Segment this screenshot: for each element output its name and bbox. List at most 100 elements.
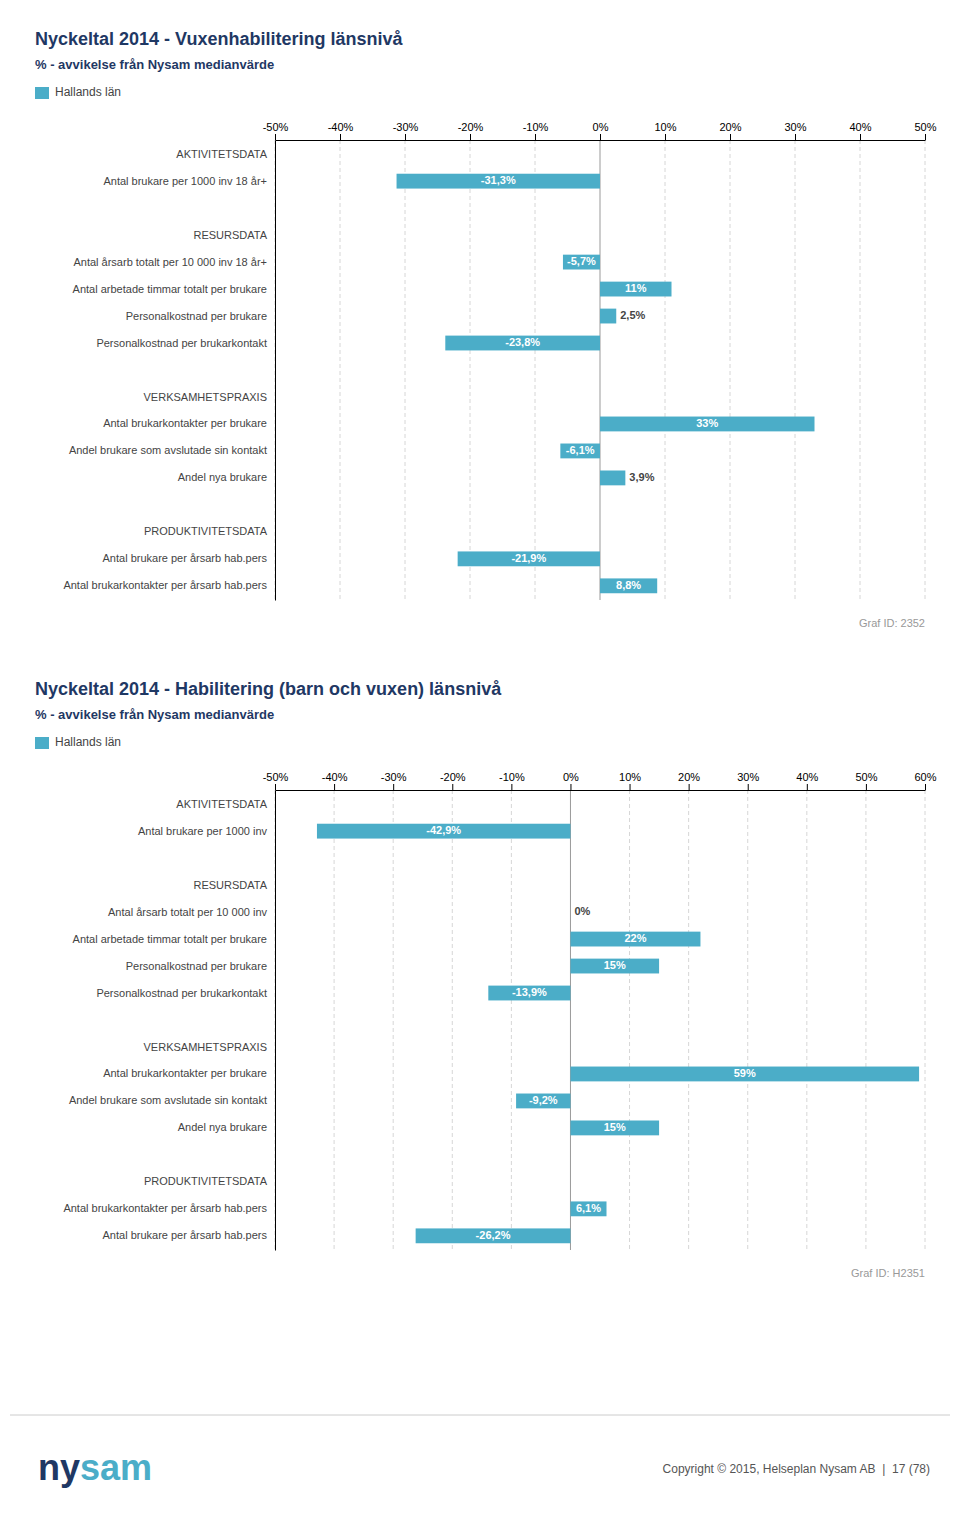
x-tick-label: -40%: [328, 121, 354, 133]
bar: [570, 905, 571, 920]
x-tick-mark: [570, 784, 571, 790]
logo-ny: ny: [38, 1447, 80, 1488]
y-tick-label: VERKSAMHETSPRAXIS: [144, 1040, 267, 1052]
x-axis-line: [276, 790, 926, 791]
x-tick-mark: [452, 784, 453, 790]
x-tick-mark: [511, 784, 512, 790]
bar: [416, 1228, 571, 1243]
grid-line: [795, 140, 796, 600]
x-tick-mark: [730, 134, 731, 140]
y-tick: VERKSAMHETSPRAXIS: [144, 1040, 267, 1052]
title: Nyckeltal 2014 - Vuxenhabilitering länsn…: [35, 29, 403, 49]
bar: [516, 1094, 570, 1109]
grid-line: [730, 140, 731, 600]
grid-line: [275, 790, 276, 1250]
legend: Hallands län: [35, 85, 121, 99]
data-label: -5,7%: [567, 255, 596, 267]
x-tick: -30%: [381, 771, 407, 790]
x-tick-label: -50%: [263, 121, 289, 133]
x-tick: 60%: [914, 771, 936, 790]
x-tick-label: 40%: [849, 121, 871, 133]
grid-line: [925, 790, 926, 1250]
x-tick-label: 50%: [855, 771, 877, 783]
y-tick-label: Antal brukare per 1000 inv: [138, 825, 268, 837]
y-tick: Antal brukarkontakter per brukare: [103, 417, 267, 429]
x-tick-label: -30%: [381, 771, 407, 783]
data-label: 0%: [574, 905, 590, 917]
x-tick: 40%: [796, 771, 818, 790]
y-tick: PRODUKTIVITETSDATA: [144, 1175, 268, 1187]
x-tick: 10%: [619, 771, 641, 790]
bar: [317, 824, 571, 839]
y-tick-label: Personalkostnad per brukare: [126, 960, 267, 972]
bar: [600, 309, 616, 324]
x-tick-label: -10%: [499, 771, 525, 783]
data-label: -31,3%: [481, 174, 516, 186]
y-tick-label: PRODUKTIVITETSDATA: [144, 1175, 268, 1187]
y-tick: Personalkostnad per brukarkontakt: [96, 987, 267, 999]
title: Nyckeltal 2014 - Habilitering (barn och …: [35, 679, 502, 699]
y-tick-label: AKTIVITETSDATA: [176, 148, 267, 160]
data-label: 22%: [624, 932, 646, 944]
bar: [600, 578, 657, 593]
annotation: Graf ID: 2352: [859, 617, 925, 629]
x-tick-mark: [807, 784, 808, 790]
legend-label: Hallands län: [55, 735, 121, 749]
data-label: 33%: [696, 417, 718, 429]
footer-line: [10, 1415, 950, 1416]
y-tick-label: Antal årsarb totalt per 10 000 inv: [108, 906, 267, 918]
y-tick: Antal brukare per årsarb hab.pers: [103, 552, 268, 564]
grid-line: [340, 140, 341, 600]
y-tick-label: Antal brukare per årsarb hab.pers: [103, 552, 268, 564]
x-tick: 50%: [855, 771, 877, 790]
x-tick-label: -10%: [523, 121, 549, 133]
data-label: 15%: [604, 1121, 626, 1133]
x-tick-mark: [748, 784, 749, 790]
x-tick: 30%: [784, 121, 806, 140]
bars: [397, 174, 815, 594]
y-tick-label: Antal brukarkontakter per brukare: [103, 1067, 267, 1079]
y-tick-label: Andel nya brukare: [178, 471, 267, 483]
x-axis-line: [276, 140, 926, 141]
y-tick: Antal arbetade timmar totalt per brukare: [73, 283, 267, 295]
bar: [600, 282, 672, 297]
grid-line: [275, 140, 276, 600]
x-tick-mark: [275, 134, 276, 140]
x-tick-label: 50%: [914, 121, 936, 133]
grid-line: [860, 140, 861, 600]
x-tick-label: -30%: [393, 121, 419, 133]
bar: [488, 986, 570, 1001]
y-tick: PRODUKTIVITETSDATA: [144, 525, 268, 537]
y-tick: Antal brukarkontakter per brukare: [103, 1067, 267, 1079]
y-tick: RESURSDATA: [193, 229, 267, 241]
y-tick-label: Personalkostnad per brukarkontakt: [96, 987, 267, 999]
y-tick: Andel nya brukare: [178, 471, 267, 483]
bar: [458, 551, 600, 566]
data-labels: -42,9%0%22%15%-13,9%59%-9,2%15%6,1%-26,2…: [426, 824, 756, 1241]
x-tick-mark: [275, 784, 276, 790]
grid-line: [688, 790, 689, 1250]
chart: Nyckeltal 2014 - Vuxenhabilitering länsn…: [35, 29, 937, 629]
y-tick: Antal brukarkontakter per årsarb hab.per…: [63, 579, 267, 591]
logo-sam: sam: [80, 1447, 152, 1488]
y-tick: VERKSAMHETSPRAXIS: [144, 390, 267, 402]
x-tick: 50%: [914, 121, 936, 140]
grid-line: [600, 140, 601, 600]
grid-line: [665, 140, 666, 600]
y-tick-label: Antal brukare per 1000 inv 18 år+: [103, 175, 267, 187]
grid: [275, 140, 925, 600]
x-tick-mark: [470, 134, 471, 140]
x-tick: 30%: [737, 771, 759, 790]
y-tick: Personalkostnad per brukare: [126, 310, 267, 322]
x-tick: 20%: [719, 121, 741, 140]
bar: [563, 255, 600, 270]
x-tick-label: 30%: [784, 121, 806, 133]
x-tick-mark: [535, 134, 536, 140]
legend-swatch: [35, 737, 49, 749]
legend: Hallands län: [35, 735, 121, 749]
x-tick: 20%: [678, 771, 700, 790]
x-tick-label: 30%: [737, 771, 759, 783]
y-tick-label: Antal årsarb totalt per 10 000 inv 18 år…: [73, 256, 267, 268]
x-tick: -40%: [328, 121, 354, 140]
y-tick: AKTIVITETSDATA: [176, 798, 267, 810]
